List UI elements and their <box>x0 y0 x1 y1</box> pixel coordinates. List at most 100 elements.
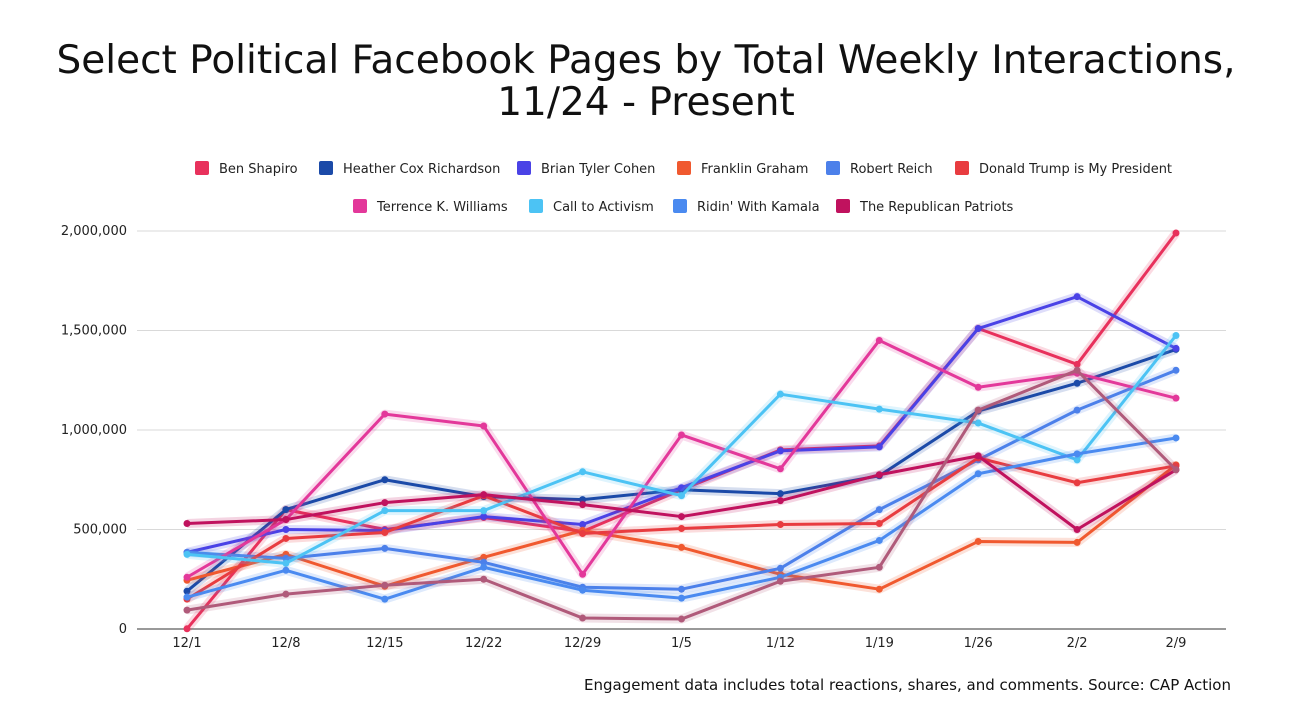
data-point <box>282 554 290 562</box>
data-point <box>480 558 488 566</box>
x-tick-label: 2/9 <box>1166 636 1187 651</box>
data-point <box>875 536 883 544</box>
data-point <box>678 594 685 602</box>
data-point <box>1172 394 1180 402</box>
chart-title-line-2: 11/24 - Present <box>497 80 795 125</box>
x-tick-label: 12/22 <box>465 636 502 651</box>
legend-swatch <box>826 161 840 175</box>
series-line-glow <box>186 366 1178 594</box>
legend-label: Ridin' With Kamala <box>697 200 820 215</box>
data-point <box>579 501 587 509</box>
legend-item: Terrence K. Williams <box>353 199 508 215</box>
data-point <box>875 443 883 451</box>
legend-item: Ben Shapiro <box>195 161 298 177</box>
data-point <box>1172 229 1180 237</box>
legend-swatch <box>836 199 850 213</box>
data-point <box>1073 366 1081 374</box>
data-point <box>974 406 982 414</box>
data-point <box>183 606 191 614</box>
legend-label: Heather Cox Richardson <box>343 162 500 177</box>
data-point <box>1073 538 1081 546</box>
y-tick-label: 1,500,000 <box>61 324 127 339</box>
legend-swatch <box>195 161 209 175</box>
series <box>183 365 1180 624</box>
data-point <box>678 431 685 439</box>
data-point <box>480 563 488 571</box>
series <box>183 292 1180 557</box>
x-tick-label: 12/15 <box>366 636 403 651</box>
data-point <box>282 566 290 574</box>
chart-title-line-1: Select Political Facebook Pages by Total… <box>56 38 1236 83</box>
data-point <box>974 419 982 427</box>
data-point <box>678 492 685 500</box>
data-point <box>579 614 587 622</box>
legend: Ben Shapiro Heather Cox Richardson Brian T… <box>195 161 1172 215</box>
data-point <box>875 405 883 413</box>
data-point <box>974 383 982 391</box>
data-point <box>1073 293 1081 301</box>
legend-label: Call to Activism <box>553 200 654 215</box>
data-point <box>776 447 784 455</box>
data-point <box>282 506 290 514</box>
x-tick-label: 12/1 <box>172 636 201 651</box>
data-point <box>1073 360 1081 368</box>
data-point <box>1073 406 1081 414</box>
data-point <box>381 499 389 507</box>
data-point <box>579 570 587 578</box>
data-point <box>579 496 587 504</box>
data-point <box>1172 466 1180 474</box>
data-point <box>1073 526 1081 533</box>
legend-swatch <box>677 161 691 175</box>
data-point <box>875 563 883 571</box>
gridlines <box>137 230 1226 630</box>
data-point <box>776 490 784 498</box>
data-point <box>183 520 191 528</box>
y-tick-label: 2,000,000 <box>61 224 127 239</box>
series <box>183 331 1180 568</box>
data-point <box>974 325 982 333</box>
data-point <box>381 544 389 552</box>
data-point <box>776 465 784 473</box>
legend-item: Donald Trump is My President <box>955 161 1172 177</box>
data-point <box>875 336 883 344</box>
data-point <box>678 513 685 521</box>
data-point <box>776 497 784 505</box>
data-point <box>381 528 389 536</box>
data-point <box>1172 344 1180 352</box>
data-point <box>1073 456 1081 464</box>
data-point <box>183 593 191 601</box>
data-point <box>1172 366 1180 374</box>
data-point <box>579 521 587 529</box>
data-point <box>678 585 685 593</box>
data-point <box>974 537 982 545</box>
legend-label: Robert Reich <box>850 162 933 177</box>
y-tick-label: 500,000 <box>73 523 127 538</box>
data-point <box>480 513 488 521</box>
data-point <box>381 581 389 589</box>
data-point <box>776 577 784 585</box>
data-point <box>381 507 389 515</box>
data-point <box>282 526 290 533</box>
legend-swatch <box>955 161 969 175</box>
data-point <box>282 534 290 542</box>
data-point <box>1073 450 1081 458</box>
data-point <box>875 471 883 479</box>
chart-title: Select Political Facebook Pages by Total… <box>0 40 1292 124</box>
legend-swatch <box>517 161 531 175</box>
x-tick-label: 1/26 <box>964 636 993 651</box>
x-tick-label: 12/8 <box>271 636 300 651</box>
legend-swatch <box>353 199 367 213</box>
data-point <box>183 625 191 633</box>
data-point <box>381 595 389 603</box>
legend-label: Terrence K. Williams <box>376 200 508 215</box>
data-point <box>974 452 982 460</box>
x-axis: 12/1 12/8 12/15 12/22 12/29 1/5 1/12 1/19 1/26 2/… <box>172 636 1186 651</box>
data-point <box>875 506 883 514</box>
data-point <box>875 520 883 528</box>
x-tick-label: 2/2 <box>1067 636 1088 651</box>
source-note: Engagement data includes total reactions… <box>584 676 1231 694</box>
data-point <box>282 590 290 598</box>
x-tick-label: 1/19 <box>865 636 894 651</box>
data-point <box>183 573 191 581</box>
legend-swatch <box>529 199 543 213</box>
